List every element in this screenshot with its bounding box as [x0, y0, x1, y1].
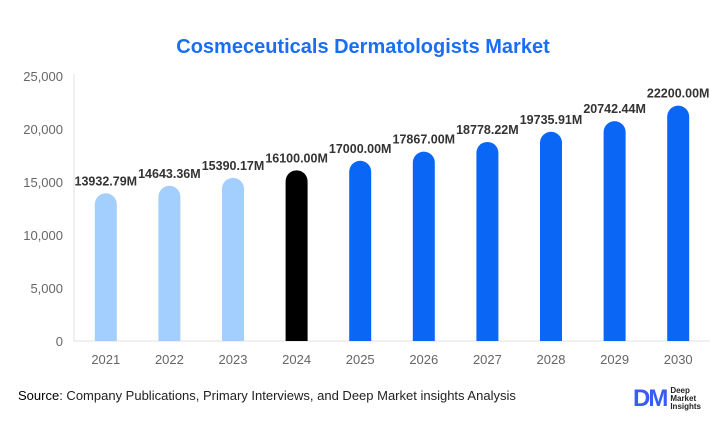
data-label: 22200.00M: [647, 87, 710, 101]
x-tick-label: 2021: [91, 352, 120, 367]
data-label: 19735.91M: [520, 113, 583, 127]
bar: [285, 170, 308, 341]
x-tick-label: 2022: [155, 352, 184, 367]
data-label: 14643.36M: [138, 167, 201, 181]
y-tick-label: 10,000: [23, 228, 63, 243]
logo-text: Deep Market Insights: [670, 386, 701, 411]
x-tick-label: 2024: [282, 352, 311, 367]
source-note: Source: Company Publications, Primary In…: [18, 388, 516, 403]
bar: [222, 177, 244, 341]
bar: [667, 105, 690, 341]
bar: [476, 141, 499, 341]
bar: [349, 160, 372, 341]
data-label: 18778.22M: [456, 123, 519, 137]
data-label: 16100.00M: [265, 151, 328, 165]
x-tick-label: 2030: [664, 352, 693, 367]
y-tick-label: 15,000: [23, 175, 63, 190]
chart-title: Cosmeceuticals Dermatologists Market: [176, 36, 550, 58]
y-tick-label: 0: [56, 334, 63, 349]
x-tick-label: 2023: [219, 352, 248, 367]
x-tick-label: 2029: [600, 352, 629, 367]
bar: [540, 131, 562, 341]
y-tick-label: 20,000: [23, 122, 63, 137]
x-tick-label: 2028: [537, 352, 566, 367]
data-label: 13932.79M: [75, 174, 138, 188]
logo-mark: DM: [633, 385, 668, 412]
y-tick-label: 5,000: [30, 281, 63, 296]
x-tick-label: 2025: [346, 352, 375, 367]
data-label: 17000.00M: [329, 142, 392, 156]
source-label: Source: [18, 388, 60, 403]
data-label: 17867.00M: [393, 133, 456, 147]
x-tick-label: 2027: [473, 352, 502, 367]
x-tick-label: 2026: [409, 352, 438, 367]
y-tick-label: 25,000: [23, 69, 63, 84]
source-text: : Company Publications, Primary Intervie…: [59, 388, 516, 403]
bar: [412, 151, 435, 341]
bar: [158, 185, 181, 341]
bar: [603, 121, 626, 341]
bar: [94, 193, 117, 341]
data-label: 15390.17M: [202, 159, 265, 173]
data-label: 20742.44M: [583, 102, 646, 116]
logo: DM Deep Market Insights: [633, 385, 701, 413]
bar-chart: 0 5,000 10,000 15,000 20,000 25,000 13932.79M 2…: [23, 69, 710, 367]
